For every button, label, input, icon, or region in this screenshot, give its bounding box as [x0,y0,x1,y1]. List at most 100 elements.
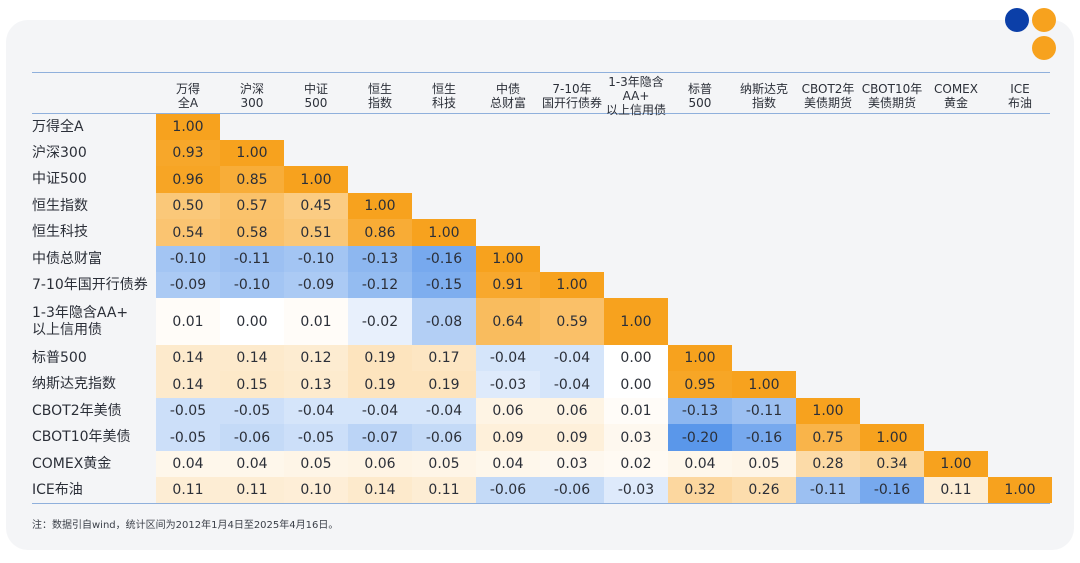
row-label: 中证500 [32,171,87,187]
heatmap-cell: 0.10 [284,477,348,503]
heatmap-cell: 1.00 [284,166,348,193]
heatmap-cell: 0.06 [540,398,604,424]
heatmap-cell: 0.03 [540,451,604,477]
heatmap-cell: 0.93 [156,140,220,166]
row-label: ICE布油 [32,481,83,498]
heatmap-cell: -0.06 [476,477,540,503]
heatmap-cell: -0.16 [732,424,796,451]
heatmap-cell: 1.00 [220,140,284,166]
heatmap-cell: 1.00 [924,451,988,477]
heatmap-cell: -0.05 [156,424,220,451]
heatmap-cell: -0.04 [476,345,540,371]
row-label: 1-3年隐含AA+ 以上信用债 [32,304,129,338]
row-label: 中债总财富 [32,250,102,267]
heatmap-cell: 0.75 [796,424,860,451]
heatmap-cell: 1.00 [860,424,924,451]
heatmap-cell: 0.95 [668,371,732,398]
column-header: 纳斯达克 指数 [739,82,788,110]
heatmap-cell: -0.04 [412,398,476,424]
heatmap-cell: 0.64 [476,298,540,345]
heatmap-cell: 0.45 [284,193,348,219]
heatmap-cell: 0.91 [476,272,540,298]
heatmap-cell: -0.11 [220,246,284,272]
row-label: 恒生科技 [32,224,88,240]
heatmap-cell: 0.14 [156,345,220,371]
heatmap-cell: -0.11 [732,398,796,424]
heatmap-cell: 0.86 [348,219,412,246]
row-label: 7-10年国开行债券 [32,276,148,293]
heatmap-cell: 0.04 [156,451,220,477]
row-label: 沪深300 [32,144,87,161]
heatmap-cell: 0.51 [284,219,348,246]
heatmap-cell: 0.50 [156,193,220,219]
heatmap-cell: 0.11 [220,477,284,503]
heatmap-cell: 0.00 [220,298,284,345]
heatmap-cell: -0.11 [796,477,860,503]
heatmap-cell: -0.06 [220,424,284,451]
heatmap-cell: 0.03 [604,424,668,451]
heatmap-cell: 0.57 [220,193,284,219]
heatmap-cell: -0.04 [540,345,604,371]
table-bottom-rule [32,503,1050,504]
heatmap-cell: -0.15 [412,272,476,298]
heatmap-cell: 0.19 [412,371,476,398]
heatmap-cell: -0.02 [348,298,412,345]
heatmap-cell: 1.00 [732,371,796,398]
heatmap-cell: 1.00 [476,246,540,272]
heatmap-cell: 0.04 [668,451,732,477]
column-header: 恒生 科技 [431,82,456,110]
column-header: 标普 500 [687,82,712,110]
heatmap-cell: 1.00 [156,114,220,140]
heatmap-cell: 0.11 [412,477,476,503]
heatmap-cell: 0.19 [348,345,412,371]
heatmap-cell: 0.04 [476,451,540,477]
heatmap-cell: -0.10 [156,246,220,272]
heatmap-cell: 0.28 [796,451,860,477]
heatmap-cell: -0.12 [348,272,412,298]
heatmap-cell: 0.14 [220,345,284,371]
heatmap-cell: -0.20 [668,424,732,451]
heatmap-cell: 0.58 [220,219,284,246]
heatmap-cell: 0.06 [348,451,412,477]
column-header: ICE 布油 [1007,82,1032,110]
heatmap-cell: 0.05 [732,451,796,477]
heatmap-cell: 0.09 [476,424,540,451]
row-label: CBOT2年美债 [32,402,122,419]
heatmap-cell: 0.19 [348,371,412,398]
heatmap-cell: -0.04 [540,371,604,398]
heatmap-cell: -0.16 [412,246,476,272]
heatmap-cell: 0.15 [220,371,284,398]
row-label: 标普500 [32,349,87,366]
heatmap-cell: -0.03 [604,477,668,503]
heatmap-cell: 0.54 [156,219,220,246]
column-header: 恒生 指数 [367,82,392,110]
column-header: 沪深 300 [239,82,264,110]
heatmap-cell: 0.12 [284,345,348,371]
heatmap-cell: 0.13 [284,371,348,398]
heatmap-cell: 0.96 [156,166,220,193]
row-label: 恒生指数 [32,197,88,214]
footnote: 注：数据引自wind，统计区间为2012年1月4日至2025年4月16日。 [32,520,339,531]
column-header: 中证 500 [303,82,328,110]
heatmap-cell: -0.06 [412,424,476,451]
heatmap-cell: 0.06 [476,398,540,424]
row-label: CBOT10年美债 [32,429,131,445]
heatmap-cell: 0.01 [604,398,668,424]
heatmap-cell: -0.05 [156,398,220,424]
heatmap-cell: -0.07 [348,424,412,451]
header-bottom-rule [32,113,1050,114]
heatmap-cell: -0.04 [348,398,412,424]
row-label: 万得全A [32,118,84,135]
heatmap-cell: 0.01 [284,298,348,345]
heatmap-cell: -0.09 [284,272,348,298]
heatmap-cell: 1.00 [540,272,604,298]
heatmap-cell: 1.00 [604,298,668,345]
heatmap-cell: 0.09 [540,424,604,451]
column-header: COMEX 黄金 [934,82,978,110]
heatmap-cell: -0.05 [284,424,348,451]
heatmap-cell: 0.00 [604,371,668,398]
column-header: 7-10年 国开行债券 [541,82,602,110]
heatmap-cell: 1.00 [988,477,1052,503]
row-label: 纳斯达克指数 [32,376,116,392]
heatmap-cell: 0.01 [156,298,220,345]
